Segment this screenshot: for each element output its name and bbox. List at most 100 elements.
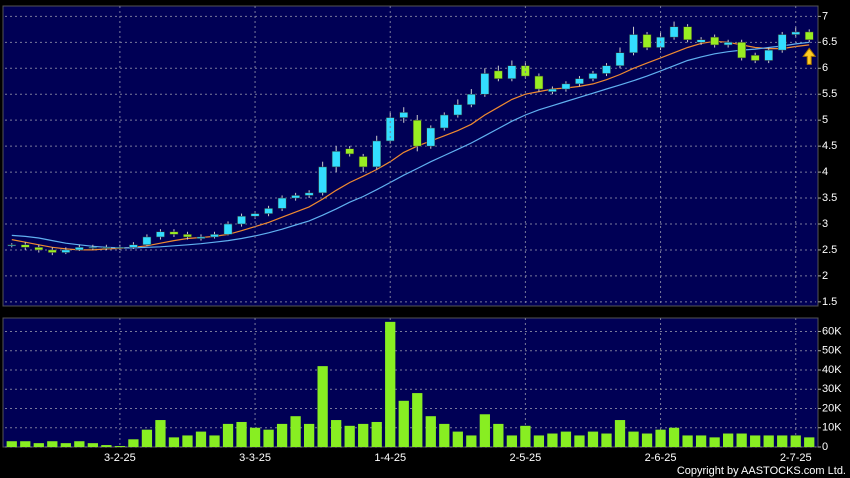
volume-bar bbox=[695, 435, 707, 447]
volume-bar bbox=[506, 435, 518, 447]
candle-body bbox=[48, 249, 57, 253]
volume-panel bbox=[2, 317, 819, 448]
y-tick-label: 2 bbox=[822, 270, 828, 282]
candle-body bbox=[723, 42, 733, 46]
candle-body bbox=[439, 114, 449, 129]
candle-body bbox=[304, 192, 314, 196]
volume-bar bbox=[804, 437, 815, 447]
volume-bar bbox=[574, 435, 585, 447]
y-tick-label: 0 bbox=[822, 441, 828, 453]
volume-bar bbox=[182, 435, 193, 447]
candle-body bbox=[223, 223, 233, 235]
volume-bar bbox=[263, 429, 274, 447]
candle-body bbox=[669, 26, 679, 38]
volume-bar bbox=[168, 437, 180, 447]
candle-body bbox=[372, 140, 382, 168]
candle-body bbox=[696, 39, 706, 43]
volume-bar bbox=[439, 423, 450, 447]
candle-body bbox=[737, 42, 746, 59]
volume-bar bbox=[412, 393, 423, 447]
volume-bar bbox=[763, 435, 774, 447]
y-tick-label: 10K bbox=[822, 422, 842, 434]
moving-average-line bbox=[11, 40, 810, 251]
volume-bar bbox=[493, 423, 504, 447]
volume-bar bbox=[682, 435, 693, 447]
volume-bar bbox=[587, 431, 599, 447]
y-tick-label: 50K bbox=[822, 345, 842, 357]
volume-bar bbox=[74, 441, 85, 447]
volume-bar bbox=[114, 446, 126, 447]
price-panel bbox=[2, 5, 819, 307]
candle-body bbox=[75, 247, 84, 251]
volume-bar bbox=[195, 431, 207, 447]
candle-body bbox=[102, 247, 111, 249]
candle-body bbox=[480, 73, 490, 95]
x-tick-label: 3-2-25 bbox=[104, 452, 136, 464]
volume-bar bbox=[479, 414, 490, 447]
volume-bar bbox=[385, 321, 396, 447]
volume-bar bbox=[47, 441, 58, 447]
volume-bar bbox=[20, 441, 31, 447]
candle-body bbox=[399, 112, 409, 118]
candle-body bbox=[345, 148, 354, 155]
volume-bar bbox=[60, 443, 71, 447]
volume-bar bbox=[128, 439, 139, 447]
candle-body bbox=[129, 244, 138, 248]
volume-bar bbox=[790, 435, 801, 447]
volume-bar bbox=[276, 423, 288, 447]
y-tick-label: 5.5 bbox=[822, 88, 837, 100]
candle-body bbox=[196, 236, 206, 239]
candle-body bbox=[318, 166, 327, 194]
candle-body bbox=[804, 31, 814, 40]
volume-bar bbox=[628, 431, 639, 447]
candle-body bbox=[183, 234, 192, 238]
y-tick-label: 60K bbox=[822, 325, 842, 337]
x-tick-label: 2-5-25 bbox=[509, 452, 541, 464]
candle-body bbox=[61, 249, 71, 253]
candle-body bbox=[264, 208, 273, 214]
moving-average-line bbox=[11, 41, 810, 249]
candle-body bbox=[291, 195, 300, 199]
volume-bar bbox=[141, 429, 153, 447]
candle-body bbox=[358, 156, 368, 168]
candle-body bbox=[548, 88, 557, 92]
volume-bar bbox=[155, 420, 166, 447]
candle-body bbox=[602, 65, 611, 74]
candle-body bbox=[615, 52, 625, 66]
candle-body bbox=[169, 231, 179, 235]
x-tick-label: 2-6-25 bbox=[645, 452, 677, 464]
volume-bar bbox=[317, 366, 328, 447]
candle-body bbox=[750, 55, 760, 61]
candle-body bbox=[34, 247, 44, 251]
y-tick-label: 1.5 bbox=[822, 296, 837, 308]
candle-body bbox=[277, 197, 287, 209]
volume-bar bbox=[303, 423, 315, 447]
volume-bar bbox=[520, 425, 531, 447]
volume-bar bbox=[560, 431, 572, 447]
y-tick-label: 2.5 bbox=[822, 244, 837, 256]
volume-bar bbox=[6, 441, 17, 447]
candle-body bbox=[507, 65, 517, 79]
candle-body bbox=[575, 78, 584, 85]
volume-bar bbox=[466, 435, 477, 447]
candle-body bbox=[467, 93, 476, 105]
candle-body bbox=[642, 34, 652, 48]
volume-bar bbox=[209, 435, 220, 447]
candle-body bbox=[210, 234, 219, 238]
volume-bar bbox=[750, 435, 761, 447]
candle-body bbox=[237, 215, 246, 225]
volume-bar bbox=[709, 437, 720, 447]
y-tick-label: 5 bbox=[822, 114, 828, 126]
x-tick-label: 2-7-25 bbox=[780, 452, 812, 464]
volume-bar bbox=[344, 425, 355, 447]
y-tick-label: 40K bbox=[822, 364, 842, 376]
y-tick-label: 7 bbox=[822, 10, 828, 22]
volume-bar bbox=[371, 421, 382, 447]
volume-bar bbox=[601, 433, 612, 447]
volume-bar bbox=[331, 420, 342, 447]
y-tick-label: 4 bbox=[822, 166, 828, 178]
candle-body bbox=[412, 119, 422, 147]
volume-bar bbox=[723, 433, 734, 447]
volume-bar bbox=[736, 433, 747, 447]
copyright: Copyright by AASTOCKS.com Ltd. bbox=[677, 465, 846, 477]
